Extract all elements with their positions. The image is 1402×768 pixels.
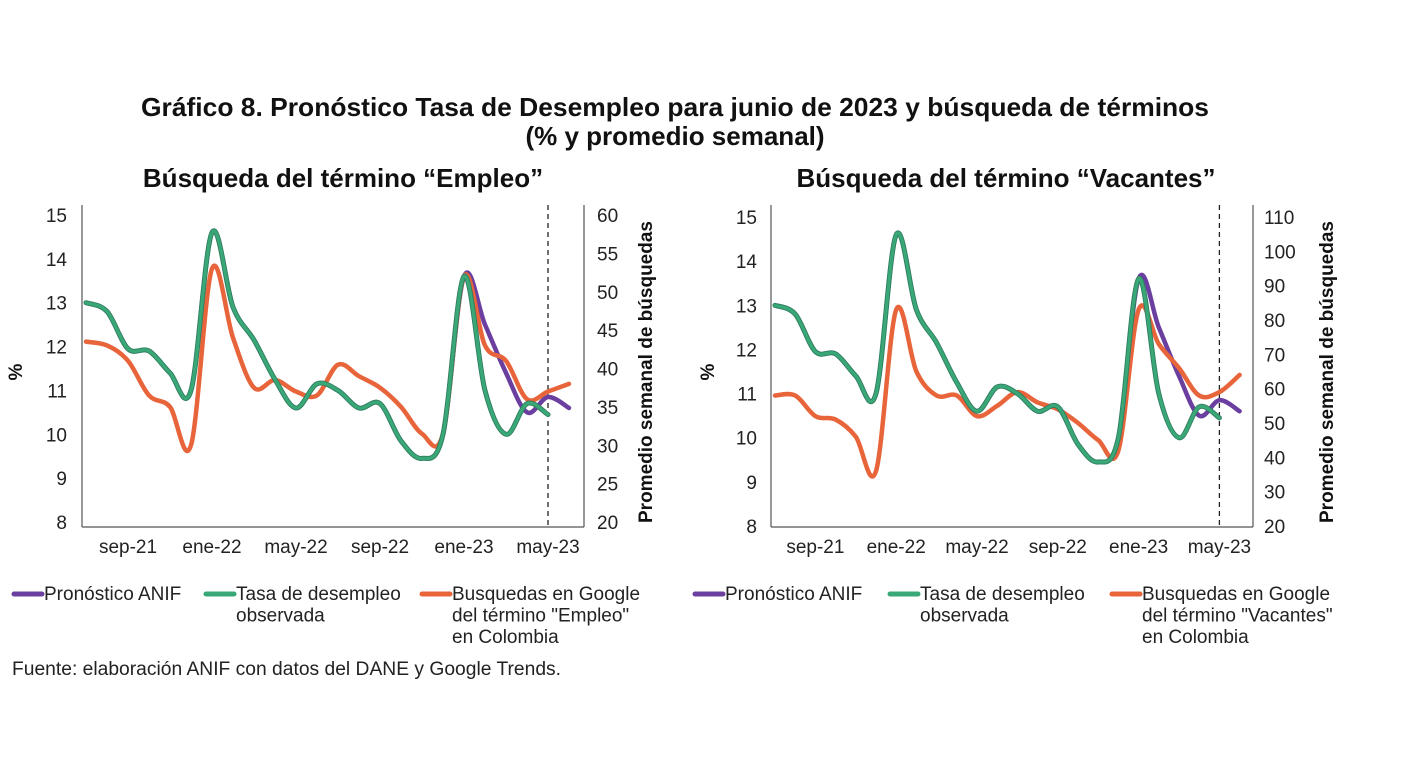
x-tick-label: sep-21: [99, 537, 157, 558]
y-tick-label: 8: [56, 513, 67, 534]
legend-label: Busquedas en Google: [452, 584, 640, 605]
y2-tick-label: 20: [1264, 517, 1285, 538]
legend-label: Tasa de desempleo: [920, 584, 1085, 605]
chart-title: Búsqueda del término “Vacantes”: [796, 163, 1215, 193]
x-tick-label: sep-21: [786, 537, 844, 558]
observed-line: [773, 231, 1221, 464]
y2-tick-label: 50: [1264, 414, 1285, 435]
y-tick-label: 10: [46, 425, 67, 446]
y2-tick-label: 20: [597, 513, 618, 534]
y-tick-label: 12: [736, 340, 757, 361]
y-tick-label: 13: [46, 294, 67, 315]
x-tick-label: ene-23: [1109, 537, 1168, 558]
y-tick-label: 9: [56, 469, 67, 490]
y-tick-label: 11: [47, 381, 67, 402]
legend-label: en Colombia: [1142, 627, 1249, 648]
google-searches-line: [772, 303, 1242, 479]
y2-tick-label: 35: [597, 398, 618, 419]
y2-tick-label: 110: [1264, 208, 1294, 229]
x-tick-label: may-23: [516, 537, 579, 558]
y-tick-label: 14: [46, 250, 68, 271]
legend-label: en Colombia: [452, 627, 559, 648]
legend-label: Tasa de desempleo: [236, 584, 401, 605]
y2-tick-label: 40: [1264, 448, 1285, 469]
chart-2: Búsqueda del término “Vacantes” 8 9 10 11 12 1…: [692, 163, 1338, 648]
chart-1: Búsqueda del término “Empleo” 8 9 10 11 12 13 1…: [6, 163, 657, 648]
x-tick-label: sep-22: [1029, 537, 1087, 558]
y2-tick-label: 30: [597, 436, 618, 457]
legend-item-1: Pronóstico ANIF: [692, 584, 862, 605]
y2-tick-label: 40: [597, 360, 618, 381]
chart-title: Búsqueda del término “Empleo”: [143, 163, 543, 193]
legend-item-1: Pronóstico ANIF: [11, 584, 181, 605]
y2-axis-title: Promedio semanal de búsquedas: [636, 221, 657, 523]
y2-tick-label: 45: [597, 321, 618, 342]
y-axis-title: %: [698, 363, 719, 380]
y-tick-label: 11: [737, 385, 757, 406]
x-tick-label: may-22: [945, 537, 1008, 558]
x-tick-label: ene-22: [867, 537, 926, 558]
google-searches-line: [83, 263, 572, 454]
y2-tick-label: 25: [597, 475, 618, 496]
y-tick-label: 15: [46, 206, 67, 227]
y-axis-title: %: [6, 363, 27, 380]
figure-title-line2: (% y promedio semanal): [525, 121, 824, 151]
y2-tick-label: 60: [597, 206, 618, 227]
observed-line: [84, 229, 550, 461]
y2-tick-label: 30: [1264, 483, 1285, 504]
y2-tick-label: 70: [1264, 345, 1285, 366]
y-tick-label: 8: [746, 517, 757, 538]
legend-label: Pronóstico ANIF: [725, 584, 862, 605]
x-tick-label: sep-22: [351, 537, 409, 558]
y-tick-label: 15: [736, 208, 757, 229]
y-tick-label: 13: [736, 296, 757, 317]
figure-title-line1: Gráfico 8. Pronóstico Tasa de Desempleo …: [141, 92, 1209, 122]
legend-label: observada: [236, 606, 325, 627]
y2-tick-label: 90: [1264, 277, 1285, 298]
y2-tick-label: 80: [1264, 311, 1285, 332]
y-tick-label: 9: [746, 473, 757, 494]
x-tick-label: may-23: [1188, 537, 1251, 558]
y2-tick-label: 60: [1264, 380, 1285, 401]
y-tick-label: 10: [736, 429, 757, 450]
legend-label: del término "Vacantes": [1142, 606, 1333, 627]
y2-tick-label: 55: [597, 244, 618, 265]
x-tick-label: ene-23: [434, 537, 493, 558]
x-tick-label: may-22: [264, 537, 327, 558]
legend-label: Busquedas en Google: [1142, 584, 1330, 605]
y-tick-label: 14: [736, 252, 758, 273]
legend: Pronóstico ANIF Tasa de desempleoobservad…: [692, 584, 1333, 648]
y-tick-label: 12: [46, 338, 67, 359]
x-tick-label: ene-22: [182, 537, 241, 558]
legend-label: del término "Empleo": [452, 606, 629, 627]
legend-label: Pronóstico ANIF: [44, 584, 181, 605]
legend-label: observada: [920, 606, 1009, 627]
y2-tick-label: 100: [1264, 242, 1296, 263]
y2-axis-title: Promedio semanal de búsquedas: [1317, 221, 1338, 523]
legend: Pronóstico ANIF Tasa de desempleoobservad…: [11, 584, 640, 648]
y2-tick-label: 50: [597, 283, 618, 304]
source-note: Fuente: elaboración ANIF con datos del D…: [12, 659, 561, 680]
